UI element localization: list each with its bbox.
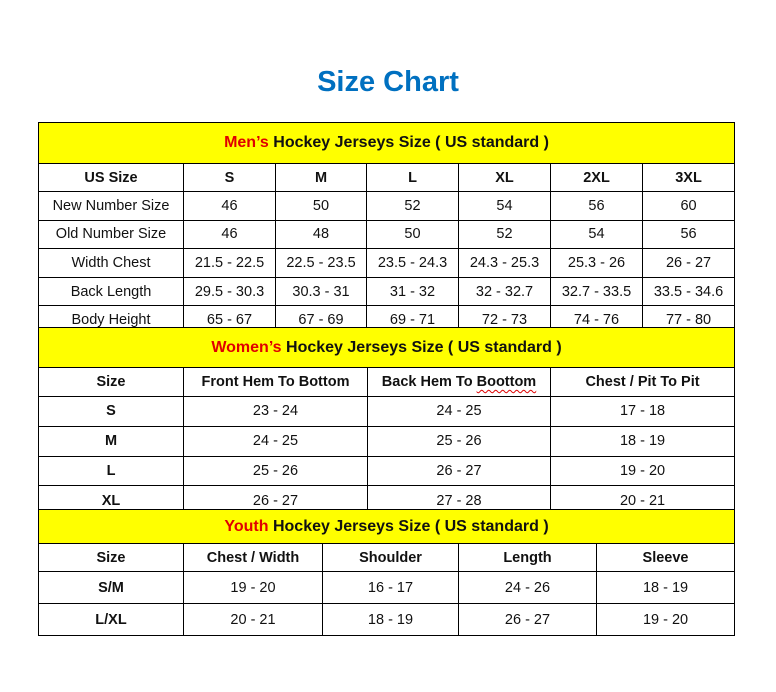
- table-row: S 23 - 24 24 - 25 17 - 18: [38, 396, 736, 427]
- table-cell: 18 - 19: [595, 571, 736, 604]
- row-label: Width Chest: [38, 248, 184, 278]
- row-label: Old Number Size: [38, 219, 184, 250]
- table-cell: 31 - 32: [366, 276, 459, 307]
- table-cell: 25.3 - 26: [550, 248, 643, 278]
- row-label: S: [38, 396, 184, 427]
- youth-size-table: Youth Hockey Jerseys Size ( US standard …: [37, 509, 736, 636]
- table-cell: 20 - 21: [183, 603, 323, 636]
- table-row: S/M 19 - 20 16 - 17 24 - 26 18 - 19: [38, 571, 736, 604]
- men-size-table: Men’s Hockey Jerseys Size ( US standard …: [37, 122, 736, 335]
- row-label: M: [38, 425, 184, 457]
- table-cell: 52: [366, 191, 459, 221]
- table-cell: 50: [366, 219, 459, 250]
- column-header: 3XL: [641, 163, 736, 192]
- section-title: Hockey Jerseys Size ( US standard ): [268, 517, 549, 535]
- table-cell: 50: [275, 191, 367, 221]
- column-header: S: [183, 163, 276, 192]
- table-row: New Number Size 46 50 52 54 56 60: [38, 191, 736, 221]
- table-cell: 48: [275, 219, 367, 250]
- table-cell: 26 - 27: [641, 248, 736, 278]
- column-header: Sleeve: [595, 543, 736, 572]
- page-title: Size Chart: [317, 66, 459, 98]
- table-row: L/XL 20 - 21 18 - 19 26 - 27 19 - 20: [38, 603, 736, 636]
- row-label: S/M: [38, 571, 184, 604]
- table-cell: 24 - 25: [367, 396, 551, 427]
- table-cell: 26 - 27: [367, 455, 551, 487]
- table-cell: 24 - 25: [183, 425, 368, 457]
- row-label: L/XL: [38, 603, 184, 636]
- column-header: M: [275, 163, 367, 192]
- table-cell: 24 - 26: [458, 571, 597, 604]
- men-section-header: Men’s Hockey Jerseys Size ( US standard …: [37, 122, 736, 164]
- row-label: Back Length: [38, 276, 184, 307]
- table-cell: 19 - 20: [549, 455, 736, 487]
- column-header: US Size: [38, 163, 184, 192]
- table-cell: 25 - 26: [367, 425, 551, 457]
- table-cell: 23.5 - 24.3: [366, 248, 459, 278]
- row-label: L: [38, 455, 184, 487]
- row-label: New Number Size: [38, 191, 184, 221]
- column-header: XL: [458, 163, 551, 192]
- column-header: Shoulder: [322, 543, 459, 572]
- table-cell: 19 - 20: [183, 571, 323, 604]
- women-section-header: Women’s Hockey Jerseys Size ( US standar…: [37, 327, 736, 368]
- section-highlight: Men’s: [224, 134, 269, 151]
- column-header: Chest / Width: [183, 543, 323, 572]
- table-cell: 21.5 - 22.5: [183, 248, 276, 278]
- header-row: US Size S M L XL 2XL 3XL: [38, 163, 736, 192]
- header-row: Size Chest / Width Shoulder Length Sleeve: [38, 543, 736, 572]
- table-cell: 23 - 24: [183, 396, 368, 427]
- table-cell: 52: [458, 219, 551, 250]
- column-header: Size: [38, 367, 184, 397]
- table-row: Back Length 29.5 - 30.3 30.3 - 31 31 - 32 32…: [38, 276, 736, 307]
- table-cell: 46: [183, 219, 276, 250]
- column-header: Length: [458, 543, 597, 572]
- table-cell: 24.3 - 25.3: [458, 248, 551, 278]
- section-highlight: Youth: [224, 517, 269, 535]
- table-cell: 32 - 32.7: [458, 276, 551, 307]
- table-cell: 25 - 26: [183, 455, 368, 487]
- table-row: L 25 - 26 26 - 27 19 - 20: [38, 455, 736, 487]
- table-cell: 56: [641, 219, 736, 250]
- section-title: Hockey Jerseys Size ( US standard ): [281, 338, 562, 356]
- section-title: Hockey Jerseys Size ( US standard ): [268, 134, 549, 151]
- column-header: Chest / Pit To Pit: [549, 367, 736, 397]
- column-header: Size: [38, 543, 184, 572]
- table-cell: 56: [550, 191, 643, 221]
- table-cell: 18 - 19: [322, 603, 459, 636]
- women-size-table: Women’s Hockey Jerseys Size ( US standar…: [37, 327, 736, 517]
- youth-section-header: Youth Hockey Jerseys Size ( US standard …: [37, 509, 736, 544]
- column-header: Back Hem To Boottom: [367, 367, 551, 397]
- table-cell: 32.7 - 33.5: [550, 276, 643, 307]
- column-header: 2XL: [550, 163, 643, 192]
- column-header: L: [366, 163, 459, 192]
- table-cell: 19 - 20: [595, 603, 736, 636]
- table-cell: 60: [641, 191, 736, 221]
- column-header: Front Hem To Bottom: [183, 367, 368, 397]
- table-cell: 16 - 17: [322, 571, 459, 604]
- header-row: Size Front Hem To Bottom Back Hem To Boott…: [38, 367, 736, 397]
- table-cell: 29.5 - 30.3: [183, 276, 276, 307]
- table-cell: 54: [550, 219, 643, 250]
- table-cell: 54: [458, 191, 551, 221]
- table-row: Body Height 65 - 67 67 - 69 69 - 71 72 - 73 7…: [38, 305, 736, 335]
- table-row: M 24 - 25 25 - 26 18 - 19: [38, 425, 736, 457]
- table-cell: 33.5 - 34.6: [641, 276, 736, 307]
- table-cell: 17 - 18: [549, 396, 736, 427]
- table-row: Old Number Size 46 48 50 52 54 56: [38, 219, 736, 250]
- table-cell: 26 - 27: [458, 603, 597, 636]
- table-cell: 22.5 - 23.5: [275, 248, 367, 278]
- table-cell: 18 - 19: [549, 425, 736, 457]
- table-cell: 46: [183, 191, 276, 221]
- section-highlight: Women’s: [211, 338, 282, 356]
- table-cell: 30.3 - 31: [275, 276, 367, 307]
- table-row: Width Chest 21.5 - 22.5 22.5 - 23.5 23.5 - …: [38, 248, 736, 278]
